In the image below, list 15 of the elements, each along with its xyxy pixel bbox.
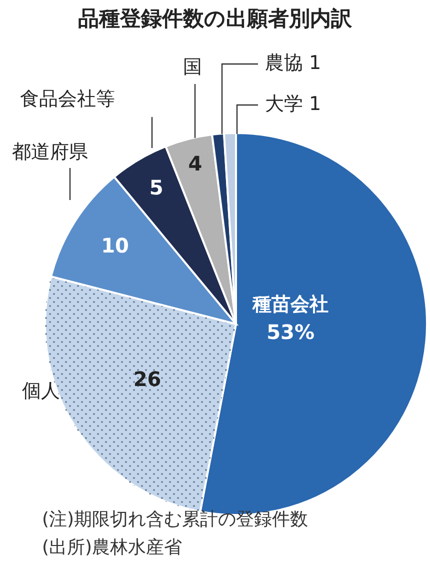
slice-label: 食品会社等 <box>20 88 115 110</box>
slice-label: 農協 1 <box>265 52 322 74</box>
data-label: 26 <box>133 366 162 391</box>
slice-label: 国 <box>183 56 202 78</box>
slice-label: 大学 1 <box>265 93 322 116</box>
text: (注)期限切れ含む累計の登録件数 <box>42 508 308 530</box>
slice-label: 都道府県 <box>12 141 88 164</box>
data-label: 4 <box>188 151 202 176</box>
data-label: 5 <box>149 176 164 200</box>
data-label: 53% <box>266 320 314 344</box>
slice-label: 種苗会社 <box>252 293 329 316</box>
slice-label: 個人 <box>22 380 60 402</box>
text: (出所)農林水産省 <box>42 536 182 558</box>
data-label: 10 <box>101 234 129 258</box>
chart-title: 品種登録件数の出願者別内訳 <box>78 6 353 31</box>
